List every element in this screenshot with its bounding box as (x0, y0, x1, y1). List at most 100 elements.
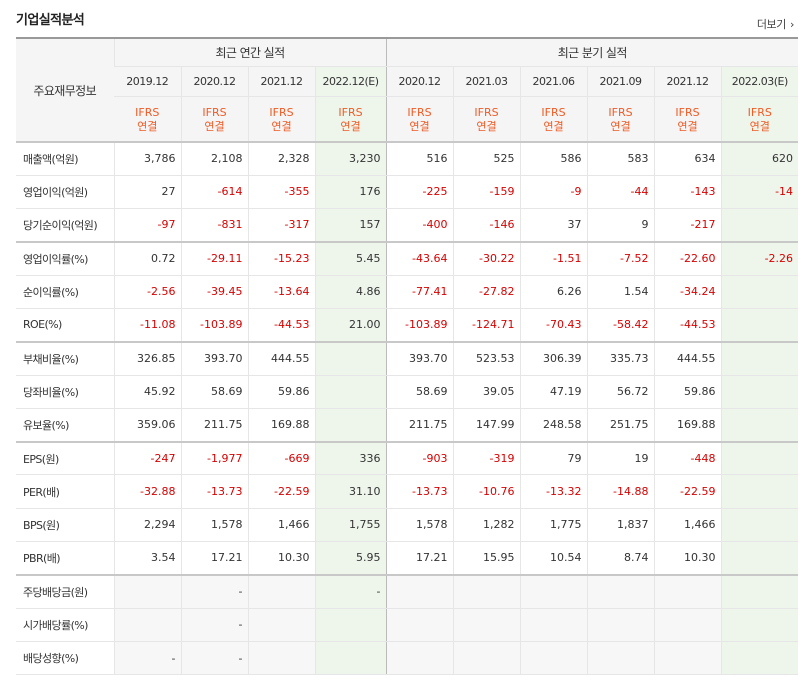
table-cell (586, 573, 655, 609)
table-cell (452, 608, 521, 642)
period-header: 2021.12 (653, 66, 722, 97)
period-header: 2021.06 (519, 66, 588, 97)
table-cell: 1,578 (180, 508, 248, 543)
table-cell: 56.72 (586, 375, 655, 409)
table-cell: 31.10 (314, 474, 387, 509)
period-header: 2021.12 (247, 66, 315, 97)
table-cell: -103.89 (180, 308, 248, 343)
table-cell: -146 (452, 208, 521, 243)
row-label: EPS(원) (16, 440, 114, 476)
table-cell: 59.86 (653, 375, 722, 409)
row-label: BPS(원) (16, 508, 114, 543)
table-row: 순이익률(%) -2.56 -39.45 -13.64 4.86 -77.41 -27.82… (16, 275, 799, 309)
table-cell: 1,466 (247, 508, 315, 543)
period-header: 2020.12 (385, 66, 454, 97)
table-row: BPS(원) 2,294 1,578 1,466 1,755 1,578 1,282 1,77… (16, 508, 799, 543)
table-cell: -30.22 (452, 240, 521, 276)
table-row: ROE(%) -11.08 -103.89 -44.53 21.00 -103.89 -12… (16, 308, 799, 343)
table-cell: 15.95 (452, 541, 521, 576)
table-cell (113, 608, 181, 642)
table-cell (113, 573, 181, 609)
table-cell (720, 308, 799, 343)
row-label: 배당성향(%) (16, 641, 114, 676)
table-cell: -43.64 (385, 240, 454, 276)
row-label: 당기순이익(억원) (16, 208, 114, 243)
table-cell: 6.26 (519, 275, 588, 309)
table-cell: -319 (452, 440, 521, 476)
table-cell: 10.30 (247, 541, 315, 576)
table-cell: 45.92 (113, 375, 181, 409)
table-cell: 47.19 (519, 375, 588, 409)
table-cell: 359.06 (113, 408, 181, 443)
table-cell (314, 375, 387, 409)
table-cell (452, 573, 521, 609)
table-row: 당좌비율(%) 45.92 58.69 59.86 58.69 39.05 47.19 56.… (16, 375, 799, 409)
table-cell: 5.95 (314, 541, 387, 576)
table-cell: 8.74 (586, 541, 655, 576)
period-header: 2019.12 (114, 66, 181, 97)
table-cell (720, 340, 799, 376)
chevron-right-icon: › (790, 18, 794, 31)
table-cell: -400 (385, 208, 454, 243)
table-cell (720, 375, 799, 409)
table-cell: - (314, 573, 387, 609)
ifrs-label: IFRS 연결 (114, 96, 181, 143)
table-cell: 523.53 (452, 340, 521, 376)
period-header: 2020.12 (180, 66, 248, 97)
table-cell: 147.99 (452, 408, 521, 443)
table-cell: 0.72 (113, 240, 181, 276)
table-cell: 1,837 (586, 508, 655, 543)
table-cell: 59.86 (247, 375, 315, 409)
row-label: 순이익률(%) (16, 275, 114, 309)
table-cell: -143 (653, 175, 722, 210)
table-cell: -77.41 (385, 275, 454, 309)
table-cell (720, 408, 799, 443)
table-cell: -22.60 (653, 240, 722, 276)
table-cell: - (180, 608, 248, 642)
table-cell: -614 (180, 175, 248, 210)
table-row: 영업이익률(%) 0.72 -29.11 -15.23 5.45 -43.64 -30.22… (16, 240, 799, 276)
table-cell: -27.82 (452, 275, 521, 309)
table-cell: 251.75 (586, 408, 655, 443)
more-link[interactable]: 더보기 › (757, 16, 795, 32)
table-cell: 634 (653, 140, 722, 176)
table-cell: 393.70 (385, 340, 454, 376)
table-cell: -44.53 (653, 308, 722, 343)
table-row: 시가배당률(%) - (16, 608, 799, 642)
table-cell: 39.05 (452, 375, 521, 409)
table-cell: -355 (247, 175, 315, 210)
table-cell: 1,775 (519, 508, 588, 543)
table-cell: -124.71 (452, 308, 521, 343)
table-cell: -1.51 (519, 240, 588, 276)
row-label: 당좌비율(%) (16, 375, 114, 409)
table-cell: -9 (519, 175, 588, 210)
period-header: 2021.03 (452, 66, 521, 97)
table-cell: -97 (113, 208, 181, 243)
table-cell: -1,977 (180, 440, 248, 476)
table-cell (519, 608, 588, 642)
table-cell: 1.54 (586, 275, 655, 309)
ifrs-label: IFRS 연결 (452, 96, 521, 143)
table-row: 당기순이익(억원) -97 -831 -317 157 -400 -146 37 9 -217 (16, 208, 799, 243)
group-quarter-header: 최근 분기 실적 (385, 37, 799, 67)
table-cell (653, 608, 722, 642)
table-cell (720, 573, 799, 609)
table-cell: -448 (653, 440, 722, 476)
table-cell: 37 (519, 208, 588, 243)
table-cell: 620 (720, 140, 799, 176)
table-cell: 3,786 (113, 140, 181, 176)
table-cell (247, 641, 315, 676)
table-cell (519, 641, 588, 676)
table-cell: 3,230 (314, 140, 387, 176)
table-cell: -831 (180, 208, 248, 243)
table-cell (720, 474, 799, 509)
table-cell: 17.21 (385, 541, 454, 576)
table-cell: -32.88 (113, 474, 181, 509)
table-cell (385, 573, 454, 609)
ifrs-label: IFRS 연결 (180, 96, 248, 143)
table-cell: 58.69 (180, 375, 248, 409)
table-cell: -669 (247, 440, 315, 476)
table-cell: -14.88 (586, 474, 655, 509)
table-cell (720, 208, 799, 243)
table-cell (314, 641, 387, 676)
